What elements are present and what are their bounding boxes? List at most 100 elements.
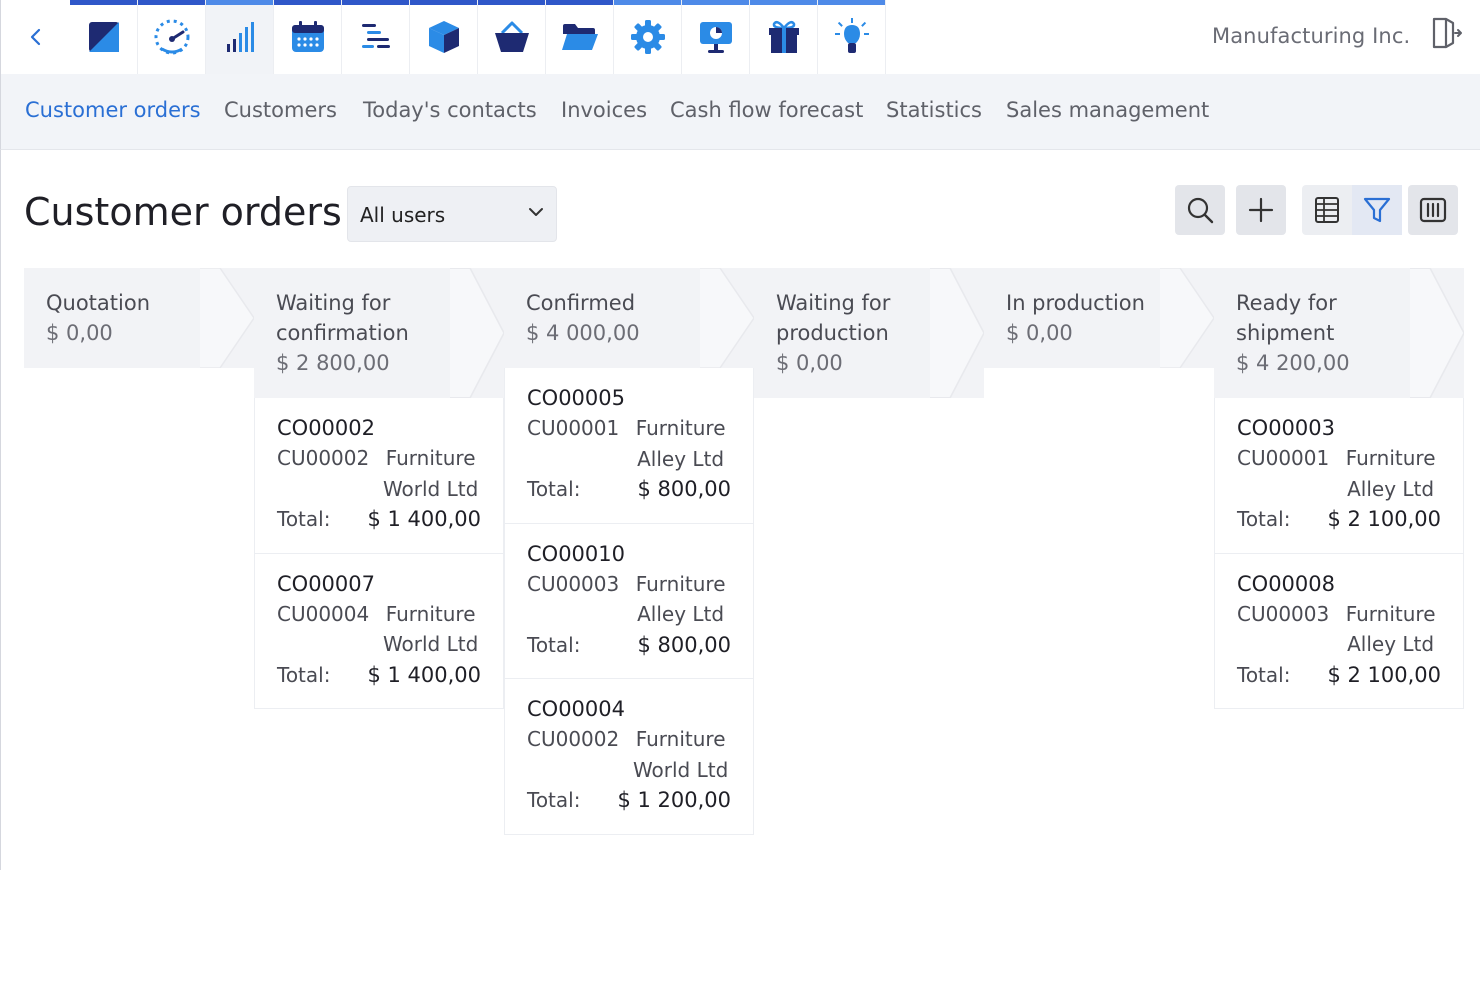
total-amount: $ 800,00 (637, 632, 731, 657)
column-title: Ready for shipment (1236, 291, 1337, 345)
total-amount: $ 2 100,00 (1327, 662, 1441, 687)
company-name: Manufacturing Inc. (1212, 24, 1411, 48)
order-card[interactable]: CO00003 CU00001 Furniture Alley Ltd Total… (1214, 398, 1464, 554)
tab-customers[interactable]: Customers (224, 98, 337, 122)
app-icon-5[interactable] (342, 0, 410, 74)
page-title: Customer orders (24, 190, 342, 234)
kanban-view-button[interactable] (1408, 185, 1458, 235)
column-header: Ready for shipment $ 4 200,00 (1214, 268, 1464, 398)
order-card[interactable]: CO00005 CU00001 Furniture Alley Ltd Total… (504, 368, 754, 524)
customer-code: CU00004 (277, 601, 370, 626)
total-amount: $ 800,00 (637, 477, 731, 501)
total-label: Total: (277, 662, 331, 687)
order-card[interactable]: CO00002 CU00002 Furniture World Ltd Total… (254, 398, 504, 554)
back-button[interactable] (2, 1, 70, 73)
column-sum: $ 0,00 (776, 351, 843, 375)
tab-sales-management[interactable]: Sales management (1006, 98, 1210, 122)
customer-name: Furniture Alley Ltd (635, 416, 726, 471)
customer-code: CU00001 (1237, 446, 1330, 470)
view-toggle-group (1302, 185, 1402, 235)
order-card[interactable]: CO00010 CU00003 Furniture Alley Ltd Total… (504, 523, 754, 679)
chevron-down-icon (529, 208, 543, 216)
customer-code: CU00003 (527, 571, 620, 596)
tab-cash-flow-forecast[interactable]: Cash flow forecast (670, 98, 864, 122)
order-id: CO00007 (277, 571, 375, 596)
app-icon-1[interactable] (70, 0, 138, 74)
search-button[interactable] (1175, 185, 1225, 235)
filter-button[interactable] (1352, 185, 1402, 235)
column-title: In production (1006, 291, 1145, 315)
customer-code: CU00002 (527, 727, 620, 751)
column-sum: $ 4 000,00 (526, 321, 640, 345)
column-title: Confirmed (526, 291, 636, 315)
column-waiting-for-confirmation: Waiting for confirmation $ 2 800,00 CO00… (254, 268, 504, 709)
customer-name: Furniture World Ltd (632, 727, 729, 782)
total-amount: $ 1 400,00 (367, 662, 481, 687)
dashboard-gauge-icon (154, 19, 189, 55)
order-card[interactable]: CO00004 CU00002 Furniture World Ltd Total… (504, 679, 754, 835)
chevron-right-icon (700, 268, 754, 368)
customer-name: Furniture World Ltd (382, 446, 479, 501)
app-icon-10[interactable] (682, 0, 750, 74)
search-icon (1187, 197, 1214, 224)
column-sum: $ 4 200,00 (1236, 351, 1350, 375)
total-amount: $ 1 400,00 (367, 507, 481, 531)
main-content: Customer orders All users Quotation $ 0,… (0, 150, 1480, 870)
tab-statistics[interactable]: Statistics (886, 98, 982, 122)
order-card[interactable]: CO00008 CU00003 Furniture Alley Ltd Total… (1214, 553, 1464, 709)
column-header: Waiting for confirmation $ 2 800,00 (254, 268, 504, 398)
app-icon-9[interactable] (614, 0, 682, 74)
total-label: Total: (1237, 507, 1291, 531)
tab-invoices[interactable]: Invoices (561, 98, 648, 122)
app-icon-2[interactable] (138, 0, 206, 74)
gift-icon (768, 20, 799, 53)
app-icon-6[interactable] (410, 0, 478, 74)
gear-icon (630, 20, 665, 54)
order-id: CO00005 (527, 386, 625, 410)
plus-icon (1248, 197, 1274, 223)
column-sum: $ 0,00 (1006, 321, 1073, 345)
chevron-right-icon (1160, 268, 1214, 368)
signal-bars-icon (226, 22, 254, 52)
app-icon-8[interactable] (546, 0, 614, 74)
chevron-right-icon (450, 268, 504, 398)
total-label: Total: (1237, 662, 1291, 687)
table-icon (1315, 197, 1339, 223)
module-nav: Customer orders Customers Today's contac… (0, 74, 1480, 150)
table-view-button[interactable] (1302, 185, 1352, 235)
column-title: Quotation (46, 291, 151, 315)
add-button[interactable] (1236, 185, 1286, 235)
app-icon-7[interactable] (478, 0, 546, 74)
diagonal-square-icon (88, 22, 119, 52)
order-card[interactable]: CO00007 CU00004 Furniture World Ltd Total… (254, 553, 504, 709)
column-header: In production $ 0,00 (984, 268, 1214, 368)
column-quotation: Quotation $ 0,00 (24, 268, 254, 368)
basket-icon (494, 21, 529, 52)
order-id: CO00002 (277, 416, 375, 440)
user-filter-value: All users (360, 203, 446, 227)
app-switcher (70, 0, 886, 74)
total-amount: $ 1 200,00 (617, 788, 731, 812)
column-in-production: In production $ 0,00 (984, 268, 1214, 368)
logout-button[interactable] (1429, 16, 1463, 50)
app-icon-12[interactable] (818, 0, 886, 74)
lightbulb-icon (834, 18, 869, 53)
column-confirmed: Confirmed $ 4 000,00 CO00005 CU00001 Furn… (504, 268, 754, 835)
app-icon-11[interactable] (750, 0, 818, 74)
column-ready-for-shipment: Ready for shipment $ 4 200,00 CO00003 CU… (1214, 268, 1464, 709)
order-id: CO00003 (1237, 416, 1335, 440)
app-icon-4[interactable] (274, 0, 342, 74)
tab-todays-contacts[interactable]: Today's contacts (363, 98, 537, 122)
app-icon-3[interactable] (206, 0, 274, 74)
total-label: Total: (527, 632, 581, 657)
list-lines-icon (361, 24, 390, 48)
customer-name: Furniture World Ltd (382, 601, 479, 657)
total-amount: $ 2 100,00 (1327, 507, 1441, 531)
column-waiting-for-production: Waiting for production $ 0,00 (754, 268, 984, 398)
presentation-icon (699, 22, 732, 53)
user-filter-select[interactable]: All users (347, 186, 557, 242)
column-header: Quotation $ 0,00 (24, 268, 254, 368)
tab-customer-orders[interactable]: Customer orders (25, 98, 201, 122)
column-header: Waiting for production $ 0,00 (754, 268, 984, 398)
column-sum: $ 0,00 (46, 321, 113, 345)
